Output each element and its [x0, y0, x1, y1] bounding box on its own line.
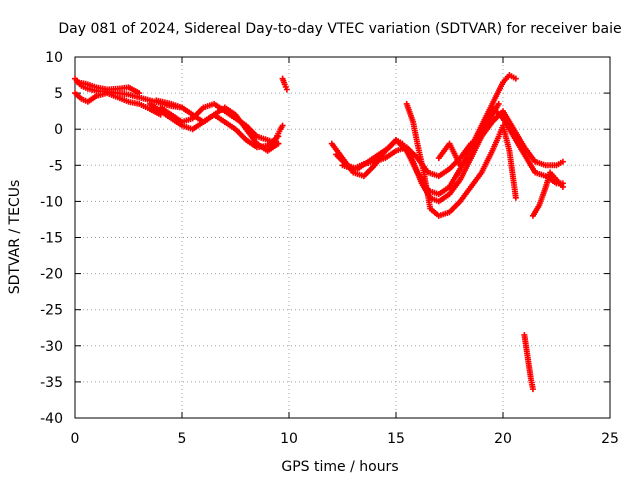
- y-tick-label: -40: [40, 411, 63, 427]
- axis-ticks: [74, 56, 611, 419]
- series-arc-2d: [268, 122, 286, 151]
- y-tick-label: -20: [40, 267, 63, 283]
- data-point: [136, 90, 143, 97]
- series-arc-2c: [153, 97, 282, 154]
- tick-labels: 0 5 10 15 20 25 -40 -35 -30 -25 -20 -15 -10 -5 0 5 10: [40, 50, 619, 447]
- x-tick-label: 0: [71, 431, 80, 447]
- series-arc-4d: [403, 100, 519, 219]
- series-arc-5: [529, 169, 566, 219]
- data-point: [495, 100, 502, 107]
- series-arc-2a: [146, 100, 282, 151]
- series-arc-6: [521, 331, 536, 393]
- y-tick-label: -10: [40, 194, 63, 210]
- data-point: [283, 86, 290, 93]
- y-tick-label: 0: [54, 122, 63, 138]
- data-point: [512, 75, 519, 82]
- x-tick-label: 25: [601, 431, 619, 447]
- x-tick-label: 20: [494, 431, 512, 447]
- y-tick-label: -25: [40, 303, 63, 319]
- data-point: [529, 386, 536, 393]
- data-point: [559, 183, 566, 190]
- data-points: [72, 72, 566, 393]
- data-point: [512, 194, 519, 201]
- series-arc-1a: [72, 75, 185, 111]
- data-point: [559, 158, 566, 165]
- y-tick-label: -30: [40, 339, 63, 355]
- y-tick-label: -5: [49, 158, 63, 174]
- y-axis-label: SDTVAR / TECUs: [7, 180, 23, 295]
- series-arc-1c: [74, 79, 143, 97]
- x-tick-label: 10: [280, 431, 298, 447]
- x-axis-label: GPS time / hours: [281, 459, 398, 475]
- y-tick-label: -15: [40, 231, 63, 247]
- x-tick-label: 15: [387, 431, 405, 447]
- chart-title: Day 081 of 2024, Sidereal Day-to-day VTE…: [58, 21, 621, 37]
- y-tick-label: 10: [45, 50, 63, 66]
- y-tick-label: 5: [54, 86, 63, 102]
- y-tick-label: -35: [40, 375, 63, 391]
- data-point: [279, 122, 286, 129]
- x-tick-label: 5: [178, 431, 187, 447]
- series-arc-3: [279, 75, 290, 93]
